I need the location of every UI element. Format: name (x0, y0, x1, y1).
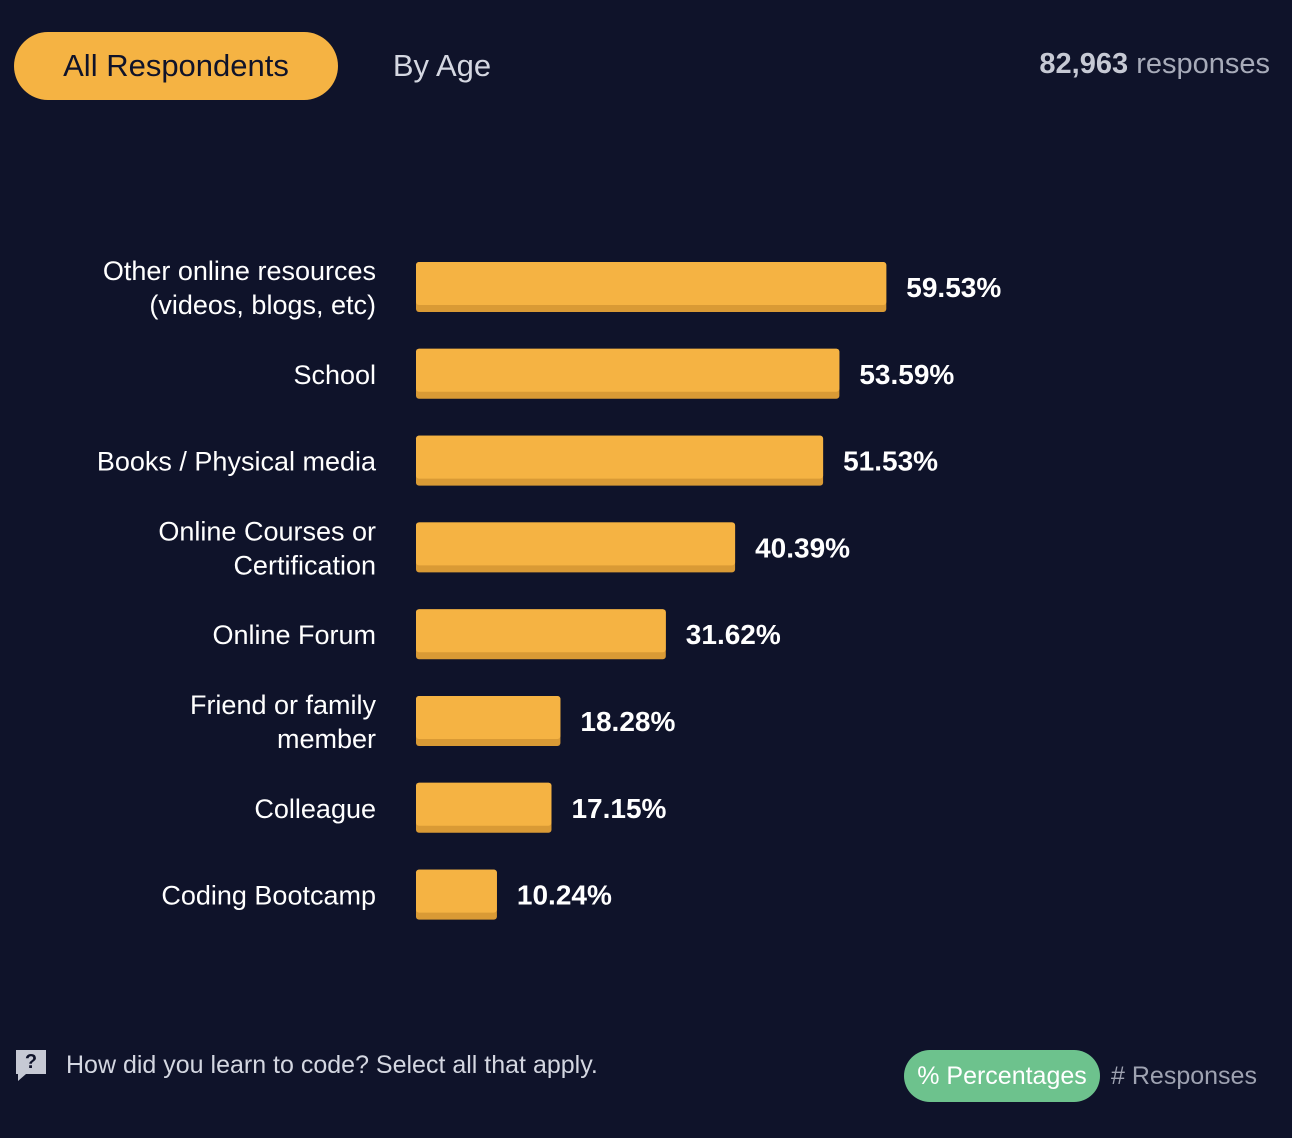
bar-group: 51.53% Books / Physical media (97, 435, 938, 486)
response-count: 82,963 responses (1039, 48, 1270, 81)
bar-value-label: 10.24% (517, 880, 612, 911)
bar-value-label: 40.39% (755, 532, 850, 563)
category-label: Friend or family (190, 690, 377, 720)
bar-value-label: 51.53% (843, 446, 938, 477)
category-label: member (277, 724, 376, 754)
tab-by-age[interactable]: By Age (392, 48, 492, 83)
bar-group: 53.59% School (293, 348, 954, 399)
bar (416, 522, 736, 566)
survey-question: ? How did you learn to code? Select all … (14, 1048, 598, 1082)
bar-group: 40.39% Online Courses or Certification (158, 516, 850, 580)
bar (416, 348, 840, 392)
svg-text:?: ? (25, 1051, 37, 1073)
bar (416, 262, 887, 305)
bar-value-label: 31.62% (686, 619, 781, 650)
bar-value-label: 59.53% (906, 272, 1001, 303)
category-label: Other online resources (103, 256, 376, 286)
bar (416, 782, 552, 826)
survey-question-text: How did you learn to code? Select all th… (66, 1050, 598, 1079)
responses-toggle[interactable]: # Responses (1111, 1061, 1257, 1090)
bar-value-label: 18.28% (580, 706, 675, 737)
bar-group: 31.62% Online Forum (212, 609, 781, 660)
question-help-icon[interactable]: ? (14, 1048, 48, 1082)
category-label: Certification (233, 550, 376, 580)
tab-all-respondents[interactable]: All Respondents (14, 32, 338, 100)
bar-group: 18.28% Friend or family member (190, 690, 676, 754)
response-count-number: 82,963 (1039, 48, 1129, 80)
bar-group: 17.15% Colleague (254, 782, 667, 833)
bar-group: 59.53% Other online resources (videos, blo… (103, 256, 1001, 320)
category-label: School (293, 360, 376, 390)
bar (416, 869, 497, 913)
category-label: Online Forum (212, 620, 376, 650)
category-label: Books / Physical media (97, 447, 377, 477)
percentages-toggle[interactable]: % Percentages (904, 1050, 1100, 1102)
bar-value-label: 17.15% (571, 793, 666, 824)
bar (416, 435, 824, 479)
bar (416, 696, 561, 739)
bar-group: 10.24% Coding Bootcamp (161, 869, 612, 920)
category-label: Coding Bootcamp (161, 881, 376, 911)
category-label: Online Courses or (158, 516, 376, 546)
bar (416, 609, 666, 653)
category-label: Colleague (254, 794, 376, 824)
bar-value-label: 53.59% (859, 359, 954, 390)
response-count-suffix: responses (1136, 48, 1270, 80)
category-label: (videos, blogs, etc) (149, 290, 376, 320)
